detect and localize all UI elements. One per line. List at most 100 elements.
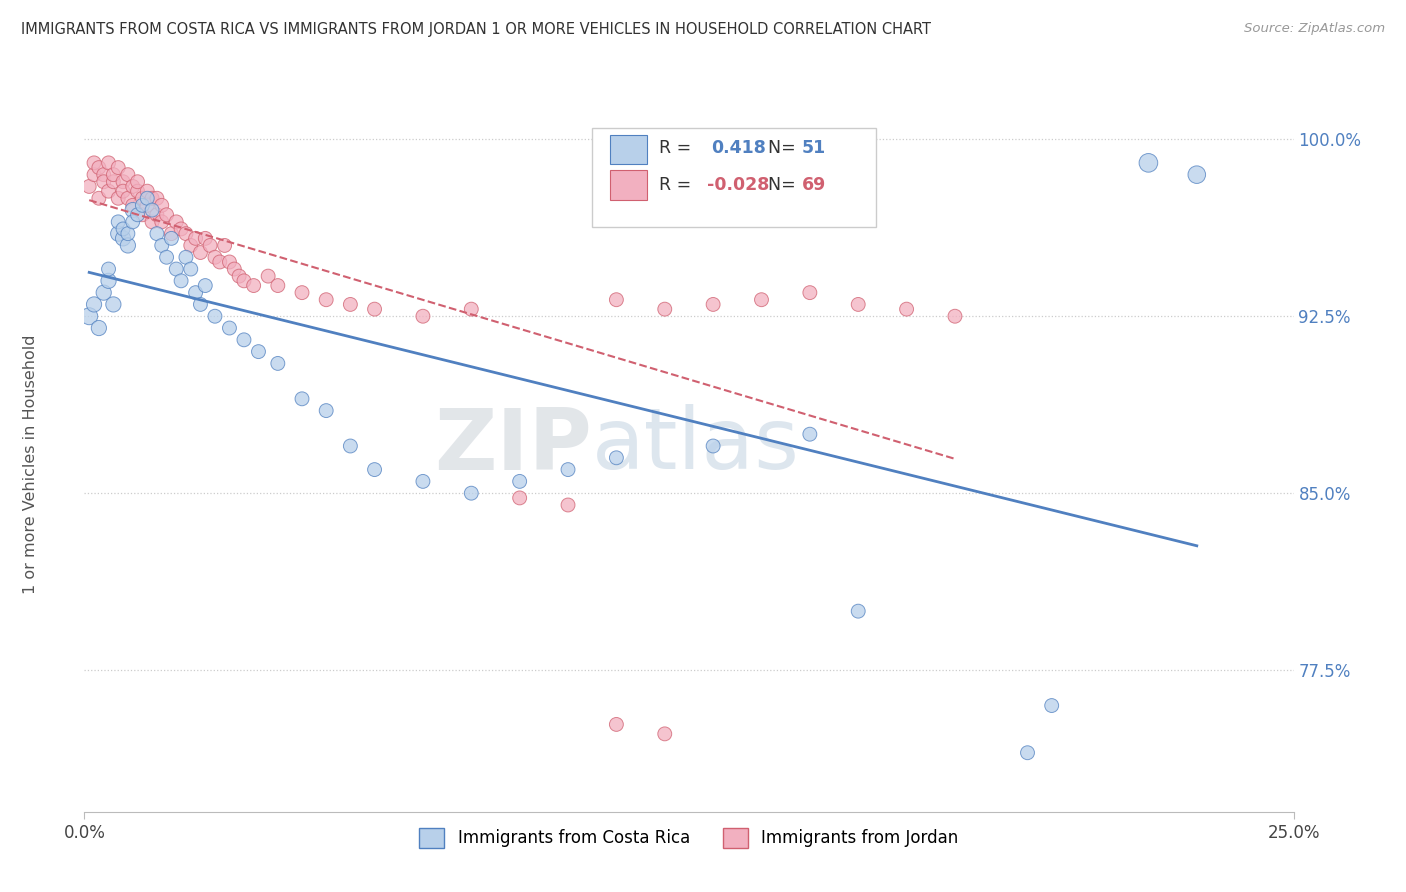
FancyBboxPatch shape <box>610 170 647 200</box>
Text: -0.028: -0.028 <box>707 176 769 194</box>
Point <box>363 302 385 317</box>
Point <box>150 215 173 229</box>
Point <box>190 297 212 311</box>
Point <box>87 321 110 335</box>
Point <box>1185 168 1208 182</box>
Point <box>83 156 105 170</box>
Point <box>315 293 337 307</box>
Point <box>214 238 236 252</box>
Point <box>174 227 197 241</box>
Point <box>654 727 676 741</box>
Point <box>363 462 385 476</box>
Point <box>184 231 207 245</box>
Point <box>127 175 149 189</box>
Point <box>146 227 169 241</box>
Point <box>228 269 250 284</box>
FancyBboxPatch shape <box>610 135 647 164</box>
Text: N=: N= <box>768 176 801 194</box>
Point <box>117 191 139 205</box>
Point <box>654 302 676 317</box>
Point <box>93 285 115 300</box>
Point <box>165 262 187 277</box>
Point <box>112 175 135 189</box>
Point <box>97 184 120 198</box>
Point <box>112 184 135 198</box>
Point <box>103 168 125 182</box>
Point <box>77 310 100 324</box>
Point <box>136 198 159 212</box>
Text: 69: 69 <box>801 176 825 194</box>
Point <box>127 208 149 222</box>
Point <box>155 208 177 222</box>
Point <box>146 208 169 222</box>
Point <box>291 392 314 406</box>
Point <box>242 278 264 293</box>
Point <box>218 321 240 335</box>
Point <box>233 274 256 288</box>
Point <box>194 278 217 293</box>
Point <box>136 191 159 205</box>
Point <box>846 604 869 618</box>
Point <box>509 491 531 505</box>
Point <box>1017 746 1039 760</box>
Point <box>112 222 135 236</box>
Text: ZIP: ZIP <box>434 404 592 488</box>
Point <box>174 250 197 264</box>
Point <box>1040 698 1063 713</box>
Point <box>180 238 202 252</box>
Point <box>247 344 270 359</box>
Point <box>846 297 869 311</box>
Point <box>198 238 221 252</box>
Point <box>131 191 153 205</box>
Point <box>141 191 163 205</box>
Text: 1 or more Vehicles in Household: 1 or more Vehicles in Household <box>24 334 38 593</box>
FancyBboxPatch shape <box>592 128 876 227</box>
Point <box>180 262 202 277</box>
Point <box>460 486 482 500</box>
Point <box>160 227 183 241</box>
Point <box>605 293 627 307</box>
Point <box>136 184 159 198</box>
Text: N=: N= <box>768 138 801 157</box>
Point <box>141 202 163 217</box>
Point <box>97 156 120 170</box>
Point <box>131 208 153 222</box>
Point <box>93 175 115 189</box>
Point <box>218 255 240 269</box>
Point <box>117 238 139 252</box>
Point <box>155 250 177 264</box>
Text: 0.418: 0.418 <box>710 138 766 157</box>
Point <box>224 262 246 277</box>
Point <box>184 285 207 300</box>
Point <box>702 297 724 311</box>
Point <box>97 274 120 288</box>
Point <box>267 356 290 370</box>
Point <box>107 191 129 205</box>
Text: 51: 51 <box>801 138 825 157</box>
Point <box>605 717 627 731</box>
Point <box>170 274 193 288</box>
Point <box>117 227 139 241</box>
Point <box>557 498 579 512</box>
Text: atlas: atlas <box>592 404 800 488</box>
Point <box>267 278 290 293</box>
Point <box>131 198 153 212</box>
Point <box>146 191 169 205</box>
Point <box>339 439 361 453</box>
Text: R =: R = <box>659 176 696 194</box>
Point <box>87 161 110 175</box>
Point <box>605 450 627 465</box>
Point <box>339 297 361 311</box>
Point <box>93 168 115 182</box>
Point <box>799 427 821 442</box>
Point <box>150 198 173 212</box>
Legend: Immigrants from Costa Rica, Immigrants from Jordan: Immigrants from Costa Rica, Immigrants f… <box>412 821 966 855</box>
Point <box>107 161 129 175</box>
Point <box>141 215 163 229</box>
Point <box>107 227 129 241</box>
Point <box>77 179 100 194</box>
Point <box>291 285 314 300</box>
Point <box>121 202 143 217</box>
Text: R =: R = <box>659 138 696 157</box>
Point <box>150 238 173 252</box>
